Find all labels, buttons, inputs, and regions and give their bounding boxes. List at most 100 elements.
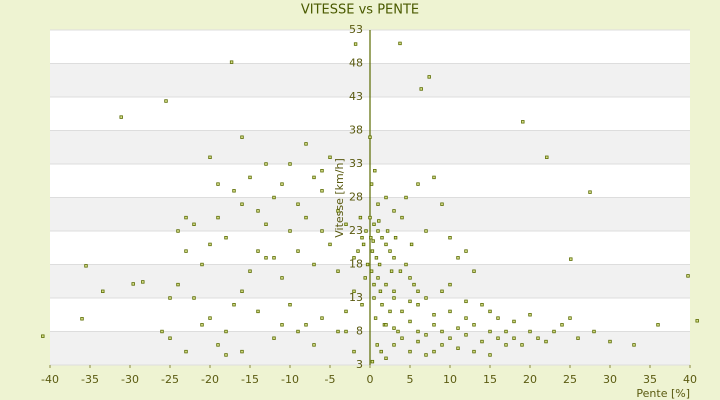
point — [80, 317, 84, 321]
point — [392, 289, 396, 293]
y-tick-label: 18 — [349, 258, 363, 271]
point — [376, 276, 380, 280]
point — [360, 302, 364, 307]
point — [176, 282, 180, 287]
point — [419, 87, 423, 91]
point — [344, 309, 348, 314]
x-tick-label: -35 — [81, 373, 99, 386]
point — [373, 168, 377, 173]
point — [560, 323, 564, 327]
point — [398, 41, 402, 46]
x-tick-label: 0 — [367, 373, 374, 386]
point — [472, 323, 476, 327]
point — [320, 229, 324, 233]
x-tick-label: 30 — [603, 373, 617, 386]
point — [361, 242, 366, 247]
point — [544, 339, 548, 344]
point — [336, 329, 340, 334]
point — [440, 289, 444, 293]
x-tick-label: 5 — [407, 373, 414, 386]
point — [432, 349, 436, 354]
point — [392, 343, 396, 347]
point — [240, 289, 244, 293]
point — [208, 242, 212, 247]
point — [369, 182, 374, 186]
point — [504, 343, 508, 347]
point — [101, 289, 105, 293]
point — [408, 276, 412, 280]
point — [248, 269, 252, 273]
point — [229, 60, 234, 64]
point — [184, 249, 188, 253]
point — [264, 162, 268, 166]
point — [416, 302, 420, 307]
point — [320, 316, 324, 320]
point — [656, 323, 660, 327]
point — [374, 256, 379, 260]
point — [304, 323, 308, 327]
point — [404, 262, 408, 267]
point — [304, 215, 308, 220]
plot-area — [49, 29, 691, 368]
point — [296, 329, 300, 334]
point — [392, 209, 396, 213]
x-tick-label: -5 — [325, 373, 336, 386]
point — [512, 319, 516, 324]
point — [552, 329, 556, 334]
y-tick-label: 38 — [349, 124, 363, 137]
point — [224, 235, 228, 240]
point — [360, 235, 364, 240]
x-tick-label: 20 — [523, 373, 537, 386]
point — [288, 229, 292, 233]
x-tick-label: 25 — [563, 373, 577, 386]
point — [380, 302, 384, 307]
point — [521, 120, 525, 124]
point — [520, 343, 524, 347]
point — [141, 280, 145, 284]
point — [272, 256, 276, 260]
x-tick-label: -10 — [281, 373, 299, 386]
point — [336, 209, 340, 213]
point — [232, 189, 236, 193]
point — [408, 299, 412, 304]
point — [240, 349, 244, 354]
point — [384, 282, 388, 287]
point — [480, 339, 484, 344]
point — [376, 202, 380, 206]
point — [568, 316, 572, 320]
point — [393, 235, 398, 240]
point — [240, 135, 244, 139]
point — [176, 229, 180, 233]
point — [408, 319, 412, 324]
x-tick-label: -20 — [201, 373, 219, 386]
point — [396, 329, 400, 334]
point — [376, 229, 380, 233]
point — [456, 256, 460, 260]
point — [392, 256, 396, 260]
point — [336, 269, 340, 273]
point — [164, 99, 168, 103]
point — [248, 175, 252, 180]
point — [424, 353, 428, 357]
point — [409, 242, 414, 247]
point — [369, 235, 373, 240]
point — [424, 229, 428, 233]
x-tick-label: 15 — [483, 373, 497, 386]
x-tick-label: 40 — [683, 373, 697, 386]
point — [686, 274, 690, 278]
point — [440, 343, 444, 347]
point — [398, 269, 403, 273]
point — [320, 189, 324, 193]
point — [312, 343, 316, 347]
point — [344, 222, 348, 226]
point — [369, 269, 374, 273]
point — [192, 222, 196, 226]
point — [131, 282, 135, 286]
point — [368, 215, 372, 220]
point — [352, 349, 356, 354]
y-tick-label: 43 — [349, 90, 363, 103]
point — [372, 296, 376, 300]
point — [440, 202, 444, 206]
point — [379, 349, 383, 354]
point — [160, 329, 164, 334]
